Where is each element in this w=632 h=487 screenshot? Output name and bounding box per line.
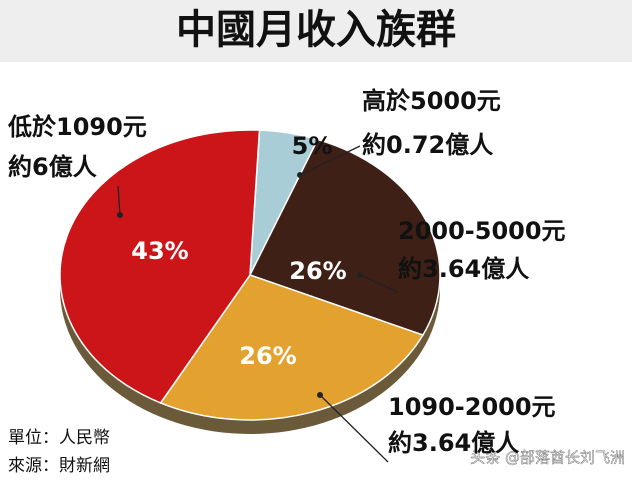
category-sublabel: 約3.64億人 bbox=[398, 255, 529, 283]
title-band bbox=[0, 0, 632, 62]
leader-dot bbox=[297, 172, 303, 178]
category-sublabel: 約0.72億人 bbox=[362, 131, 493, 159]
leader-line bbox=[359, 274, 399, 293]
leader-dot bbox=[357, 272, 363, 278]
leader-line bbox=[319, 394, 389, 463]
watermark: 头条 @部落酋长刘飞洲 bbox=[470, 449, 625, 467]
leader-line bbox=[117, 185, 121, 216]
unit-note: 單位：人民幣 bbox=[8, 428, 110, 448]
chart-title: 中國月收入族群 bbox=[176, 7, 456, 53]
category-label: 1090-2000元 bbox=[388, 393, 556, 421]
pie-slice bbox=[59, 129, 261, 404]
category-label: 2000-5000元 bbox=[398, 217, 566, 245]
category-sublabel: 約3.64億人 bbox=[388, 429, 519, 457]
leader-dot bbox=[117, 212, 123, 218]
percent-label: 5% bbox=[292, 132, 333, 160]
leader-dot bbox=[317, 392, 323, 398]
category-label: 低於1090元 bbox=[7, 113, 147, 141]
leader-line bbox=[299, 145, 361, 176]
category-sublabel: 約6億人 bbox=[8, 153, 97, 181]
category-label: 高於5000元 bbox=[362, 87, 501, 115]
percent-label: 26% bbox=[289, 257, 346, 285]
percent-label: 26% bbox=[239, 342, 296, 370]
pie-slice bbox=[159, 274, 425, 421]
pie-slice bbox=[248, 138, 441, 336]
source-note: 來源：財新網 bbox=[8, 456, 110, 476]
percent-label: 43% bbox=[131, 237, 188, 265]
